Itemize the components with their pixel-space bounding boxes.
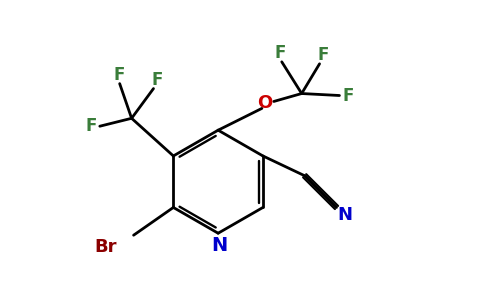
Text: O: O [257,94,272,112]
Text: F: F [274,44,286,62]
Text: F: F [343,86,354,104]
Text: F: F [152,71,163,89]
Text: F: F [318,46,329,64]
Text: Br: Br [94,238,117,256]
Text: F: F [114,66,125,84]
Text: F: F [85,117,96,135]
Text: N: N [337,206,352,224]
Text: N: N [211,236,227,255]
